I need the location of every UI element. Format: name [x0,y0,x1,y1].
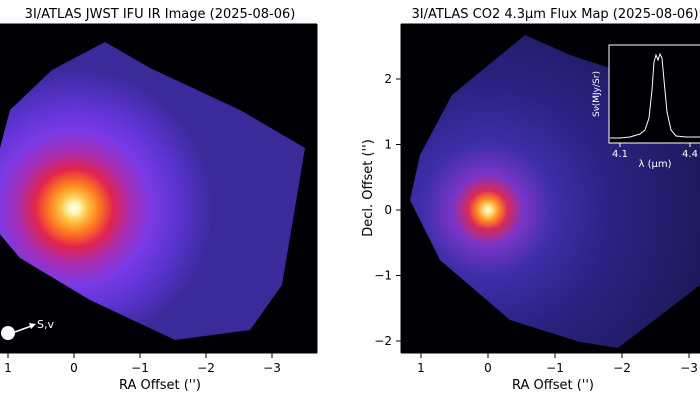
left-x-tick-label: 1 [4,361,12,375]
inset-x-axis-label: λ (μm) [638,159,671,170]
right-panel: 3I/ATLAS CO2 4.3μm Flux Map (2025-08-06)… [361,7,700,393]
right-y-tick-label: −2 [374,334,392,348]
right-x-tick-label: −1 [546,361,564,375]
right-x-tick-label: 0 [484,361,492,375]
right-title: 3I/ATLAS CO2 4.3μm Flux Map (2025-08-06) [412,7,699,22]
right-y-tick-label: 1 [384,138,392,152]
right-x-tick-label: −3 [680,361,698,375]
left-x-axis-label: RA Offset ('') [119,378,201,393]
right-y-ticks: 2 1 0 −1 −2 [374,72,401,348]
left-x-ticks: 1 0 −1 −2 −3 [4,353,281,375]
right-y-tick-label: 2 [384,72,392,86]
direction-arrow: S,v [1,318,54,340]
left-x-tick-label: −2 [197,361,215,375]
right-x-axis-label: RA Offset ('') [512,378,594,393]
right-y-tick-label: 0 [384,203,392,217]
right-x-tick-label: −2 [613,361,631,375]
inset-spectrum: 4.1 4.4 λ (μm) Sν(MJy/Sr) [592,44,700,170]
left-emission-region [0,42,305,340]
inset-y-axis-label: Sν(MJy/Sr) [592,71,602,117]
left-x-tick-label: −1 [131,361,149,375]
left-x-tick-label: −3 [263,361,281,375]
left-x-tick-label: 0 [70,361,78,375]
inset-x-tick-label: 4.4 [682,149,698,160]
direction-label: S,v [37,318,54,331]
left-title: 3I/ATLAS JWST IFU IR Image (2025-08-06) [25,7,296,22]
direction-marker [1,326,15,340]
inset-spectrum-line [610,52,700,139]
inset-x-tick-label: 4.1 [612,149,628,160]
inset-x-ticks: 4.1 4.4 [612,143,698,160]
left-panel: 3I/ATLAS JWST IFU IR Image (2025-08-06) … [0,7,318,393]
right-x-tick-label: 1 [417,361,425,375]
right-y-axis-label: Decl. Offset ('') [361,139,376,237]
right-y-tick-label: −1 [374,269,392,283]
right-x-ticks: 1 0 −1 −2 −3 [417,353,698,375]
